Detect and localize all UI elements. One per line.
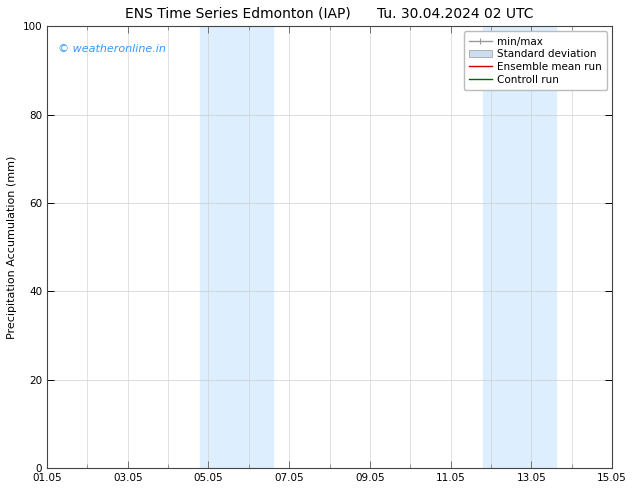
Text: © weatheronline.in: © weatheronline.in: [58, 44, 166, 54]
Title: ENS Time Series Edmonton (IAP)      Tu. 30.04.2024 02 UTC: ENS Time Series Edmonton (IAP) Tu. 30.04…: [126, 7, 534, 21]
Legend: min/max, Standard deviation, Ensemble mean run, Controll run: min/max, Standard deviation, Ensemble me…: [463, 31, 607, 90]
Y-axis label: Precipitation Accumulation (mm): Precipitation Accumulation (mm): [7, 155, 17, 339]
Bar: [483, 26, 555, 468]
Bar: [200, 26, 273, 468]
